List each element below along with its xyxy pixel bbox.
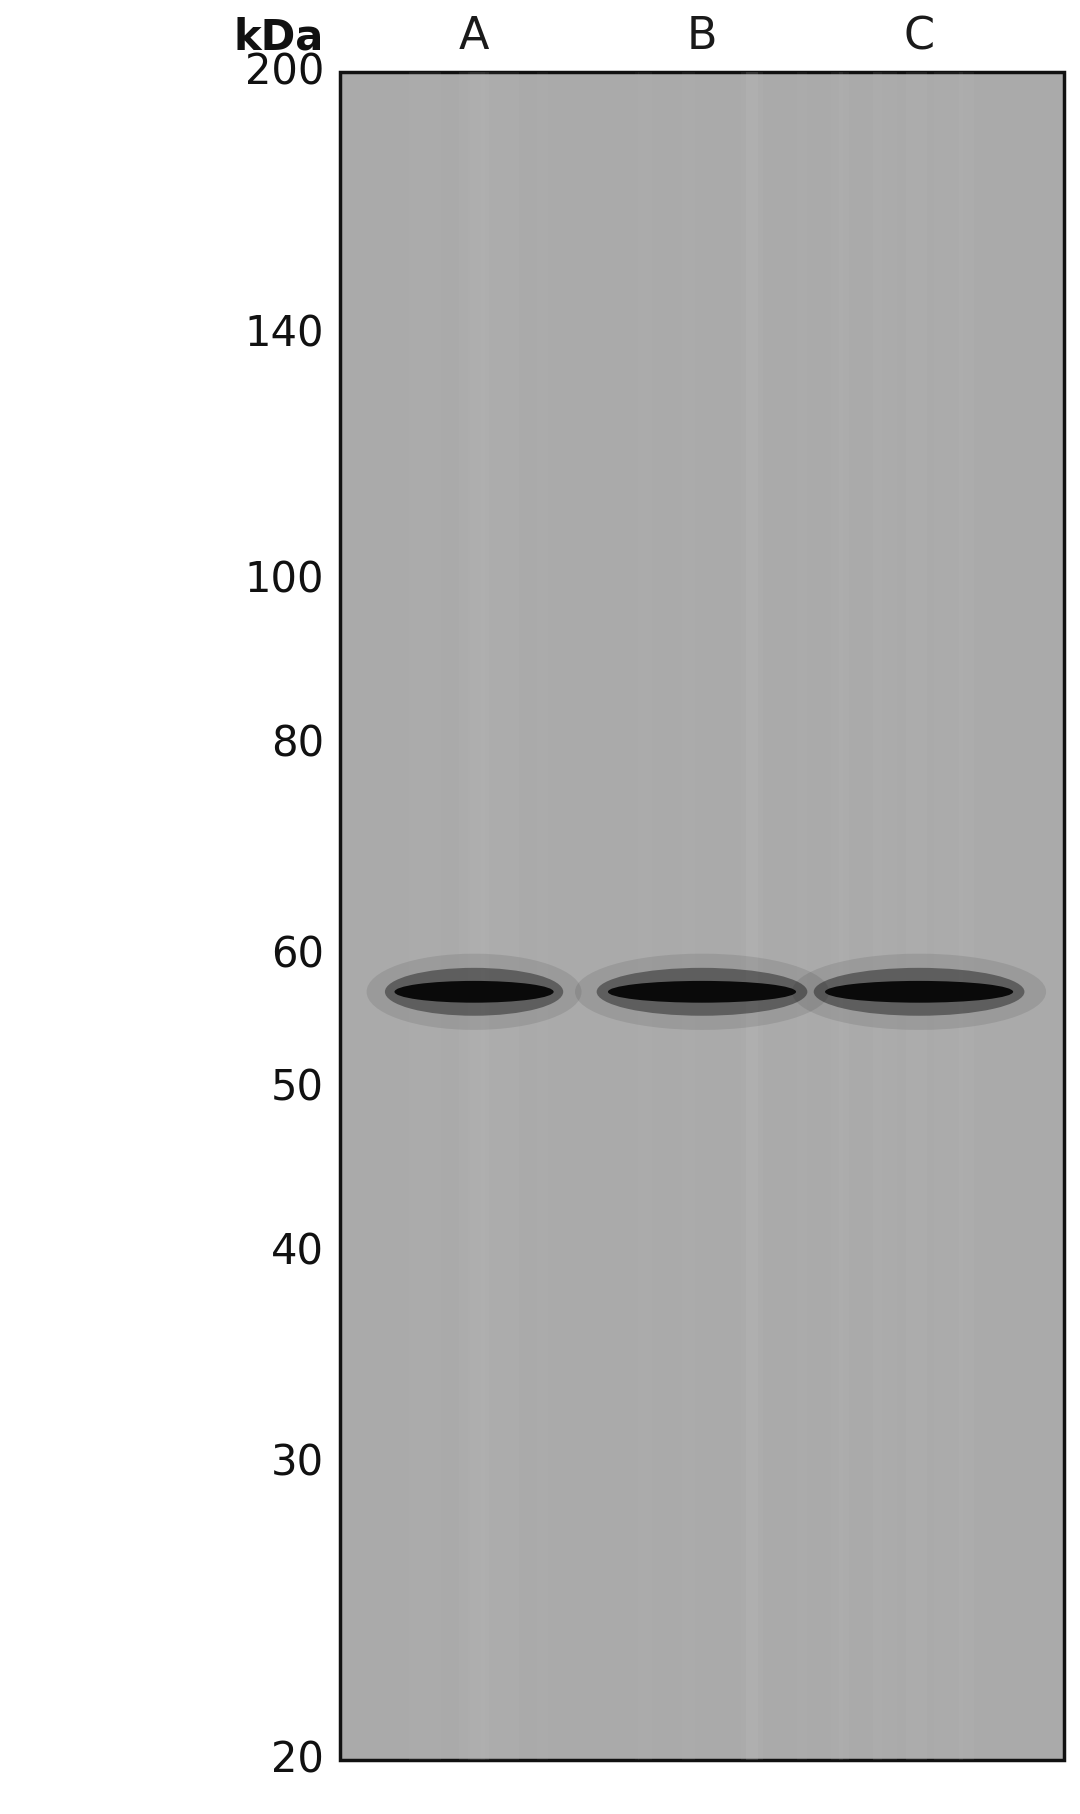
Bar: [745, 73, 762, 1760]
Text: 100: 100: [244, 559, 324, 602]
Bar: [741, 73, 758, 1760]
Bar: [832, 73, 843, 1760]
Text: 60: 60: [271, 934, 324, 976]
Text: 40: 40: [271, 1230, 324, 1273]
Ellipse shape: [813, 969, 1025, 1016]
Text: 140: 140: [244, 312, 324, 356]
Ellipse shape: [825, 981, 1013, 1003]
Bar: [635, 73, 639, 1760]
Bar: [340, 73, 1064, 1760]
Bar: [681, 73, 694, 1760]
Text: 50: 50: [271, 1067, 324, 1108]
Bar: [959, 73, 974, 1760]
Ellipse shape: [608, 981, 796, 1003]
Bar: [470, 73, 485, 1760]
Ellipse shape: [792, 954, 1047, 1030]
Text: 80: 80: [271, 724, 324, 766]
Bar: [638, 73, 651, 1760]
Ellipse shape: [366, 954, 581, 1030]
Bar: [933, 73, 962, 1760]
Bar: [797, 73, 807, 1760]
Ellipse shape: [394, 981, 554, 1003]
Text: 20: 20: [271, 1738, 324, 1781]
Text: A: A: [459, 15, 489, 58]
Bar: [459, 73, 488, 1760]
Bar: [537, 73, 548, 1760]
Bar: [906, 73, 927, 1760]
Ellipse shape: [575, 954, 829, 1030]
Text: 30: 30: [271, 1442, 324, 1484]
Ellipse shape: [596, 969, 808, 1016]
Text: B: B: [687, 15, 717, 58]
Bar: [873, 73, 882, 1760]
Bar: [482, 73, 518, 1760]
Text: 200: 200: [245, 51, 324, 94]
Text: C: C: [904, 15, 934, 58]
Ellipse shape: [384, 969, 563, 1016]
Bar: [468, 73, 481, 1760]
Bar: [873, 73, 896, 1760]
Bar: [839, 73, 849, 1760]
Bar: [746, 73, 758, 1760]
Bar: [409, 73, 441, 1760]
Text: kDa: kDa: [233, 16, 324, 58]
